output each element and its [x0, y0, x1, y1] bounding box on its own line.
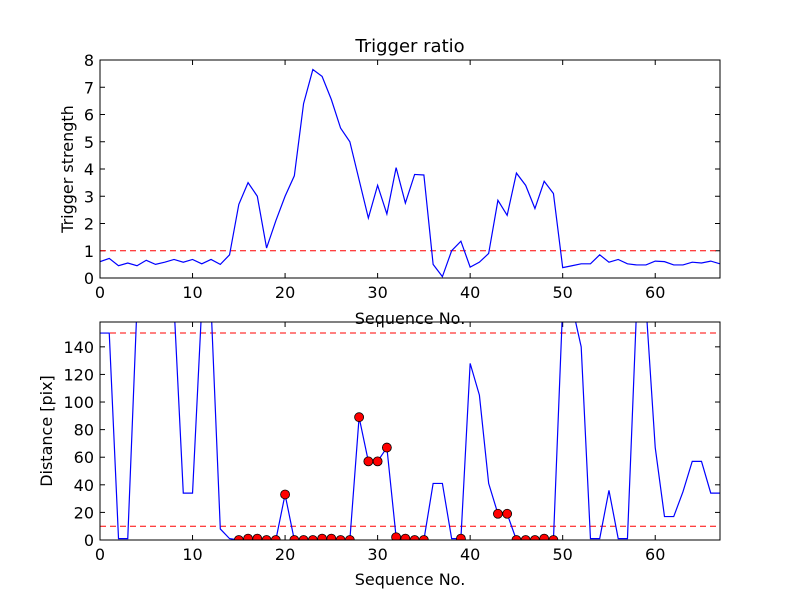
y-tick-label: 1	[84, 242, 94, 261]
data-point-marker	[326, 533, 337, 540]
data-point-marker	[391, 532, 402, 540]
data-point-marker	[233, 535, 244, 540]
x-tick-label: 60	[645, 545, 665, 564]
x-tick-label: 0	[95, 283, 105, 302]
data-point-marker	[354, 412, 365, 423]
y-tick-label: 3	[84, 187, 94, 206]
y-tick-label: 2	[84, 215, 94, 234]
y-tick-label: 0	[84, 531, 94, 550]
data-point-marker	[344, 535, 355, 540]
x-tick-label: 40	[460, 545, 480, 564]
tick-group: 0 10 20 30 40 50 60 0 1 2 3 4 5 6 7 8	[84, 51, 720, 302]
marker-group	[233, 412, 559, 540]
trigger-ratio-subplot: Trigger ratio 0 10 20 30 40 50 60 0 1 2 3 4 5 6 7 8 Seq…	[58, 36, 721, 328]
y-axis-label: Trigger strength	[58, 105, 77, 234]
data-point-marker	[511, 535, 522, 540]
data-point-marker	[335, 535, 346, 540]
y-tick-label: 8	[84, 51, 94, 70]
x-axis-label: Sequence No.	[355, 309, 466, 328]
y-tick-label: 100	[63, 393, 94, 412]
data-point-marker	[520, 535, 531, 540]
chart-title: Trigger ratio	[354, 36, 464, 57]
y-axis-label: Distance [pix]	[37, 375, 56, 487]
plot-frame	[99, 321, 721, 541]
y-tick-label: 5	[84, 133, 94, 152]
y-tick-label: 6	[84, 106, 94, 125]
x-tick-label: 60	[645, 283, 665, 302]
y-tick-label: 140	[63, 338, 94, 357]
x-tick-label: 10	[182, 545, 202, 564]
x-tick-label: 20	[275, 545, 295, 564]
data-point-marker	[372, 456, 383, 467]
y-tick-label: 60	[74, 448, 94, 467]
data-point-marker	[289, 535, 300, 540]
plot-frame	[99, 59, 721, 279]
data-point-marker	[400, 533, 411, 540]
y-tick-label: 120	[63, 365, 94, 384]
x-tick-label: 0	[95, 545, 105, 564]
data-point-marker	[530, 535, 540, 540]
data-point-marker	[502, 508, 513, 519]
y-tick-label: 20	[74, 503, 94, 522]
data-point-marker	[381, 442, 392, 453]
data-point-marker	[261, 535, 272, 540]
x-tick-label: 20	[275, 283, 295, 302]
y-tick-label: 40	[74, 476, 94, 495]
x-tick-label: 30	[367, 545, 387, 564]
x-tick-label: 50	[553, 545, 573, 564]
y-tick-label: 4	[84, 160, 94, 179]
data-point-marker	[270, 535, 281, 540]
x-tick-label: 50	[553, 283, 573, 302]
data-point-marker	[548, 535, 559, 540]
y-tick-label: 0	[84, 269, 94, 288]
threshold-group	[100, 332, 720, 527]
data-point-marker	[298, 535, 309, 540]
x-axis-label: Sequence No.	[355, 570, 466, 589]
data-point-marker	[307, 535, 318, 540]
data-point-marker	[539, 533, 550, 540]
series-group	[100, 68, 720, 278]
data-point-marker	[363, 456, 374, 467]
series-line	[100, 68, 720, 278]
y-tick-label: 7	[84, 78, 94, 97]
data-point-marker	[252, 533, 263, 540]
x-tick-label: 30	[367, 283, 387, 302]
tick-group: 0 10 20 30 40 50 60 0 20 40 60 80 100 120 140	[63, 322, 720, 564]
data-point-marker	[455, 533, 466, 540]
data-point-marker	[409, 535, 420, 540]
data-point-marker	[493, 508, 503, 519]
y-tick-label: 80	[74, 421, 94, 440]
data-point-marker	[418, 535, 429, 540]
data-point-marker	[280, 489, 290, 500]
x-tick-label: 40	[460, 283, 480, 302]
distance-subplot: 0 10 20 30 40 50 60 0 20 40 60 80 100 120 140 Sequence…	[37, 321, 721, 589]
x-tick-label: 10	[182, 283, 202, 302]
